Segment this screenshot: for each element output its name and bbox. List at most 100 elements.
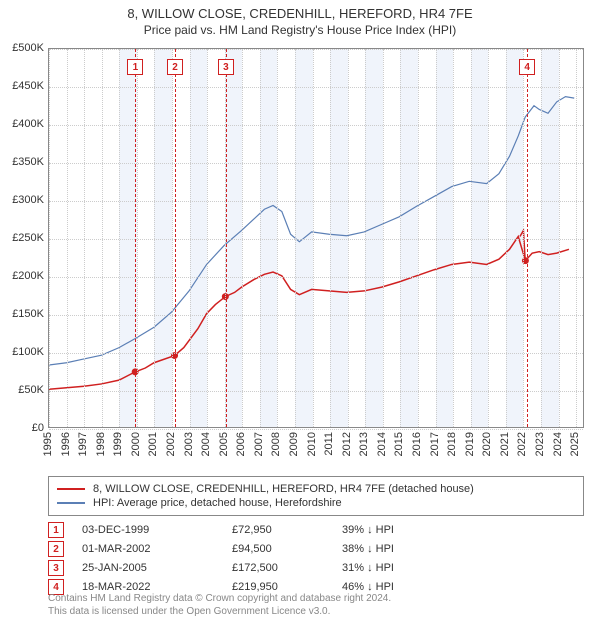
x-tick-label: 2021 [499, 432, 511, 456]
gridline-v [207, 49, 208, 427]
gridline-h [49, 315, 583, 316]
gridline-v [576, 49, 577, 427]
x-tick-label: 2017 [429, 432, 441, 456]
y-tick-label: £350K [2, 156, 44, 168]
marker-badge: 3 [48, 560, 64, 576]
x-tick-label: 2000 [130, 432, 142, 456]
x-tick-label: 2016 [411, 432, 423, 456]
marker-line [527, 49, 528, 427]
table-row: 3 25-JAN-2005£172,50031% ↓ HPI [48, 558, 442, 577]
gridline-v [49, 49, 50, 427]
sale-price: £94,500 [232, 543, 342, 555]
x-tick-label: 1996 [60, 432, 72, 456]
gridline-v [471, 49, 472, 427]
gridline-v [506, 49, 507, 427]
sale-vs-hpi: 46% ↓ HPI [342, 581, 442, 593]
gridline-v [277, 49, 278, 427]
marker-line [226, 49, 227, 427]
gridline-h [49, 125, 583, 126]
gridline-v [154, 49, 155, 427]
chart-titles: 8, WILLOW CLOSE, CREDENHILL, HEREFORD, H… [0, 0, 600, 37]
sale-date: 25-JAN-2005 [82, 562, 232, 574]
x-tick-label: 2013 [358, 432, 370, 456]
y-tick-label: £100K [2, 346, 44, 358]
marker-badge: 4 [519, 59, 535, 75]
gridline-h [49, 277, 583, 278]
x-tick-label: 2009 [288, 432, 300, 456]
title-subtitle: Price paid vs. HM Land Registry's House … [0, 23, 600, 37]
table-row: 1 03-DEC-1999£72,95039% ↓ HPI [48, 520, 442, 539]
gridline-v [119, 49, 120, 427]
x-tick-label: 2022 [516, 432, 528, 456]
x-tick-label: 2005 [218, 432, 230, 456]
x-tick-label: 2006 [235, 432, 247, 456]
gridline-v [559, 49, 560, 427]
x-tick-label: 2012 [341, 432, 353, 456]
x-tick-label: 2023 [534, 432, 546, 456]
x-tick-label: 2004 [200, 432, 212, 456]
sale-date: 03-DEC-1999 [82, 524, 232, 536]
x-tick-label: 2007 [253, 432, 265, 456]
table-row: 2 01-MAR-2002£94,50038% ↓ HPI [48, 539, 442, 558]
sale-vs-hpi: 31% ↓ HPI [342, 562, 442, 574]
sale-price: £219,950 [232, 581, 342, 593]
legend-item: 8, WILLOW CLOSE, CREDENHILL, HEREFORD, H… [57, 483, 575, 495]
marker-badge: 1 [127, 59, 143, 75]
x-tick-label: 1995 [42, 432, 54, 456]
gridline-v [102, 49, 103, 427]
gridline-v [365, 49, 366, 427]
marker-badge: 1 [48, 522, 64, 538]
gridline-h [49, 201, 583, 202]
legend-item: HPI: Average price, detached house, Here… [57, 497, 575, 509]
y-tick-label: £500K [2, 42, 44, 54]
sale-price: £72,950 [232, 524, 342, 536]
gridline-v [453, 49, 454, 427]
sale-price: £172,500 [232, 562, 342, 574]
marker-line [175, 49, 176, 427]
gridline-v [400, 49, 401, 427]
chart-plot-area: 1234 [48, 48, 584, 428]
x-tick-label: 1998 [95, 432, 107, 456]
y-tick-label: £50K [2, 384, 44, 396]
gridline-v [242, 49, 243, 427]
gridline-v [260, 49, 261, 427]
x-tick-label: 2025 [569, 432, 581, 456]
x-tick-label: 1997 [77, 432, 89, 456]
legend-swatch [57, 502, 85, 504]
footnote-line: This data is licensed under the Open Gov… [48, 605, 391, 618]
x-tick-label: 2001 [147, 432, 159, 456]
gridline-v [488, 49, 489, 427]
y-tick-label: £300K [2, 194, 44, 206]
x-tick-label: 2002 [165, 432, 177, 456]
footnote: Contains HM Land Registry data © Crown c… [48, 592, 391, 618]
title-address: 8, WILLOW CLOSE, CREDENHILL, HEREFORD, H… [0, 6, 600, 21]
gridline-v [295, 49, 296, 427]
sale-vs-hpi: 39% ↓ HPI [342, 524, 442, 536]
gridline-v [348, 49, 349, 427]
x-tick-label: 2024 [552, 432, 564, 456]
x-tick-label: 2008 [270, 432, 282, 456]
y-tick-label: £0 [2, 422, 44, 434]
gridline-v [172, 49, 173, 427]
x-tick-label: 2014 [376, 432, 388, 456]
sale-vs-hpi: 38% ↓ HPI [342, 543, 442, 555]
marker-badge: 2 [48, 541, 64, 557]
gridline-h [49, 163, 583, 164]
x-tick-label: 2015 [393, 432, 405, 456]
sale-date: 18-MAR-2022 [82, 581, 232, 593]
gridline-h [49, 353, 583, 354]
y-tick-label: £150K [2, 308, 44, 320]
x-tick-label: 2018 [446, 432, 458, 456]
y-tick-label: £450K [2, 80, 44, 92]
sale-date: 01-MAR-2002 [82, 543, 232, 555]
gridline-v [313, 49, 314, 427]
x-tick-label: 2011 [323, 432, 335, 456]
x-tick-label: 2020 [481, 432, 493, 456]
marker-data-table: 1 03-DEC-1999£72,95039% ↓ HPI 2 01-MAR-2002… [48, 520, 442, 596]
gridline-v [84, 49, 85, 427]
legend-label: HPI: Average price, detached house, Here… [93, 497, 342, 509]
y-tick-label: £200K [2, 270, 44, 282]
gridline-h [49, 429, 583, 430]
gridline-v [190, 49, 191, 427]
y-tick-label: £250K [2, 232, 44, 244]
